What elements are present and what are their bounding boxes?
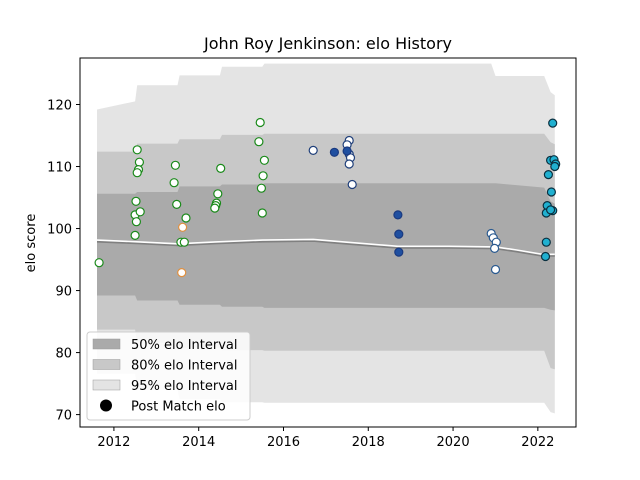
- data-point-0-25: [256, 183, 266, 193]
- data-point-0-15: [181, 213, 191, 223]
- legend-label-3: Post Match elo: [131, 400, 226, 415]
- legend-label-1: 80% elo Interval: [131, 359, 238, 374]
- data-point-3-1: [342, 146, 352, 156]
- x-tick-label-0: 2012: [97, 435, 130, 450]
- data-point-3-3: [394, 229, 404, 239]
- data-point-0-22: [254, 137, 264, 147]
- data-point-4-4: [490, 264, 501, 275]
- data-point-1-0: [178, 222, 188, 232]
- data-point-0-12: [172, 199, 182, 209]
- data-point-0-16: [213, 189, 223, 199]
- interval-bands: [97, 63, 555, 414]
- y-tick-label-3: 100: [47, 223, 72, 238]
- y-axis: 70 80 90 100 110 120: [47, 99, 80, 424]
- post-match-points: [94, 117, 561, 278]
- y-tick-label-2: 90: [55, 285, 72, 300]
- y-axis-label: elo score: [24, 214, 39, 273]
- chart-title: John Roy Jenkinson: elo History: [203, 34, 452, 53]
- y-tick-label-4: 110: [47, 161, 72, 176]
- data-point-2-6: [347, 179, 357, 190]
- data-point-5-12: [540, 251, 551, 262]
- data-point-0-21: [255, 117, 265, 128]
- data-point-5-4: [550, 161, 560, 172]
- x-tick-label-3: 2018: [352, 435, 385, 450]
- data-point-0-23: [259, 155, 269, 165]
- data-point-0-7: [135, 207, 145, 217]
- data-point-3-2: [393, 210, 403, 220]
- x-tick-label-2: 2016: [267, 435, 300, 450]
- plot-frame: [79, 57, 577, 428]
- data-point-0-10: [170, 160, 180, 170]
- data-point-0-26: [257, 208, 267, 218]
- x-tick-label-5: 2022: [521, 435, 554, 450]
- legend-label-2: 95% elo Interval: [131, 379, 238, 394]
- y-tick-label-0: 70: [55, 409, 72, 424]
- data-point-0-14: [179, 237, 189, 247]
- legend-box: [86, 331, 251, 421]
- legend-swatch-1: [92, 359, 121, 370]
- data-point-0-11: [169, 178, 179, 188]
- data-point-0-19: [210, 203, 220, 213]
- data-point-5-10: [545, 205, 556, 215]
- data-point-5-5: [543, 170, 554, 180]
- legend-swatch-2: [92, 379, 121, 391]
- data-point-0-1: [132, 145, 142, 155]
- data-point-0-8: [131, 217, 141, 227]
- data-point-0-9: [130, 230, 140, 240]
- data-point-0-0: [94, 258, 104, 268]
- y-tick-label-5: 120: [47, 99, 72, 114]
- data-point-1-1: [177, 268, 187, 278]
- data-point-2-5: [344, 159, 354, 169]
- data-point-0-4: [132, 168, 142, 178]
- data-point-2-0: [308, 145, 318, 155]
- legend-swatch-0: [92, 338, 121, 350]
- legend-marker-3: [100, 399, 112, 412]
- data-point-3-0: [329, 147, 339, 157]
- data-point-5-6: [546, 187, 557, 197]
- legend-label-0: 50% elo Interval: [131, 338, 238, 353]
- data-point-4-3: [490, 243, 500, 253]
- data-point-0-20: [216, 163, 226, 173]
- data-point-5-11: [541, 237, 551, 247]
- x-tick-label-4: 2020: [437, 435, 470, 450]
- data-point-0-5: [131, 196, 141, 206]
- y-tick-label-1: 80: [55, 347, 72, 362]
- x-axis: 2012 2014 2016 2018 2020 2022: [97, 427, 554, 450]
- data-point-0-24: [258, 171, 268, 181]
- x-tick-label-1: 2014: [182, 435, 215, 450]
- data-point-3-4: [394, 247, 404, 257]
- mean-line-shadow: [96, 239, 555, 257]
- data-point-0-2: [134, 157, 144, 167]
- band-2: [97, 183, 555, 311]
- data-point-5-0: [548, 118, 558, 128]
- legend: 50% elo Interval 80% elo Interval 95% elo …: [86, 331, 251, 421]
